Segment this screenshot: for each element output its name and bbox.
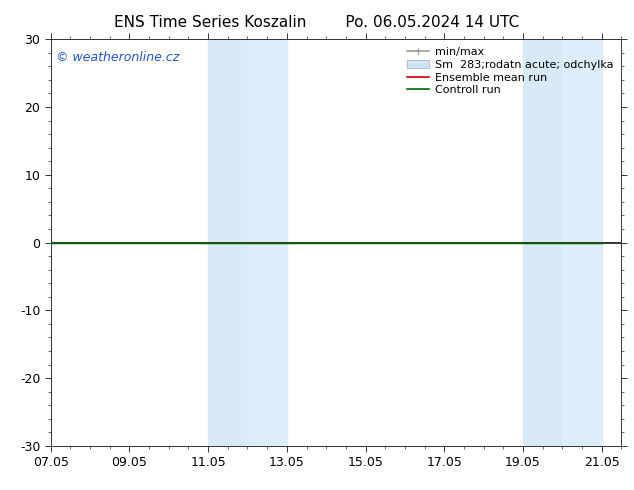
Text: © weatheronline.cz: © weatheronline.cz xyxy=(56,51,179,64)
Bar xyxy=(208,39,247,446)
Bar xyxy=(523,39,562,446)
Legend: min/max, Sm  283;rodatn acute; odchylka, Ensemble mean run, Controll run: min/max, Sm 283;rodatn acute; odchylka, … xyxy=(405,45,616,98)
Bar xyxy=(562,39,602,446)
Bar xyxy=(247,39,287,446)
Text: ENS Time Series Koszalin        Po. 06.05.2024 14 UTC: ENS Time Series Koszalin Po. 06.05.2024 … xyxy=(114,15,520,30)
